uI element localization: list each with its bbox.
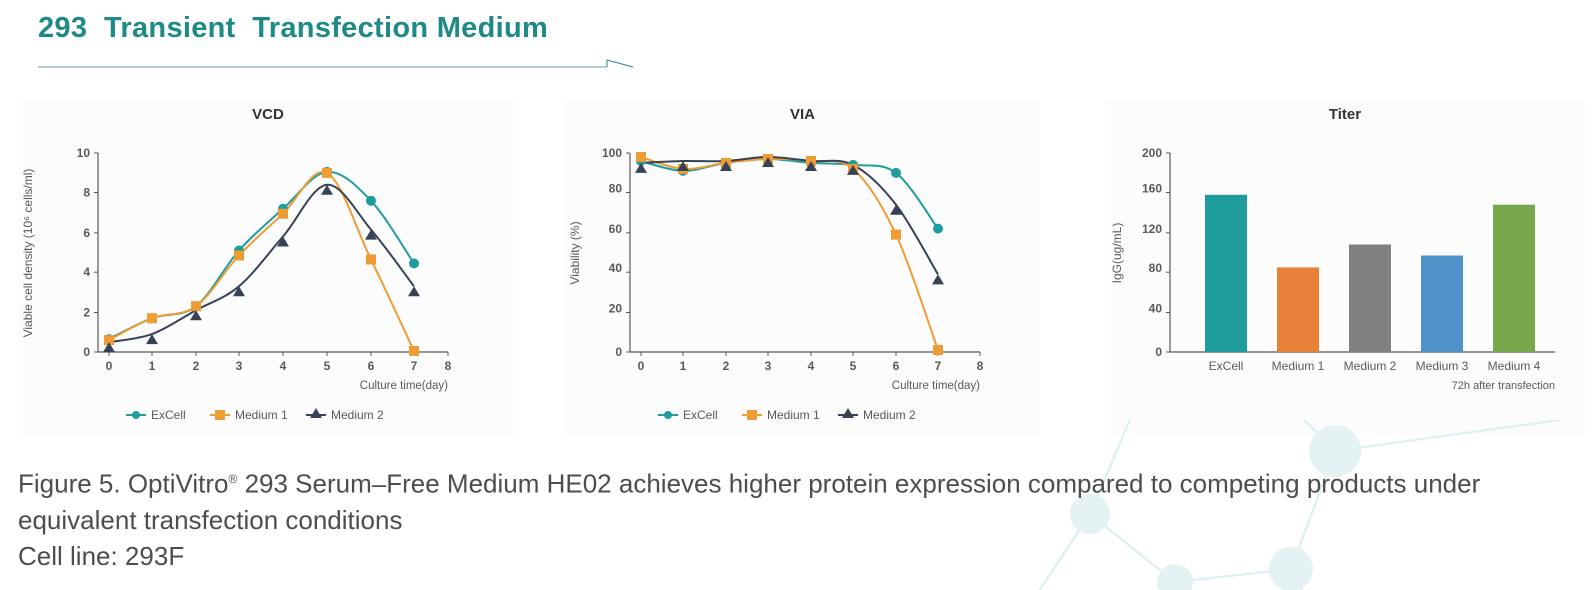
svg-text:40: 40 [1149, 302, 1163, 316]
svg-text:2: 2 [723, 359, 730, 373]
svg-text:60: 60 [609, 222, 623, 236]
svg-text:10: 10 [77, 146, 91, 160]
svg-text:7: 7 [935, 359, 942, 373]
svg-text:72h after transfection: 72h after transfection [1452, 380, 1555, 392]
svg-text:80: 80 [1149, 261, 1163, 275]
svg-text:IgG(ug/mL): IgG(ug/mL) [1110, 223, 1124, 284]
svg-text:Medium 1: Medium 1 [767, 408, 820, 422]
svg-text:Medium 2: Medium 2 [331, 408, 384, 422]
svg-text:Medium 3: Medium 3 [1416, 359, 1469, 373]
svg-text:40: 40 [609, 261, 623, 275]
svg-text:7: 7 [411, 359, 418, 373]
svg-text:ExCell: ExCell [1209, 359, 1244, 373]
svg-text:120: 120 [1142, 222, 1162, 236]
svg-text:Viable cell density (10⁶ cells: Viable cell density (10⁶ cells/ml) [21, 169, 35, 338]
svg-text:3: 3 [236, 359, 243, 373]
svg-text:100: 100 [602, 146, 622, 160]
svg-text:1: 1 [680, 359, 687, 373]
svg-text:2: 2 [193, 359, 200, 373]
svg-text:5: 5 [850, 359, 857, 373]
svg-text:0: 0 [83, 345, 90, 359]
svg-text:Medium 1: Medium 1 [1272, 359, 1325, 373]
svg-text:4: 4 [280, 359, 287, 373]
svg-text:160: 160 [1142, 182, 1162, 196]
svg-text:6: 6 [368, 359, 375, 373]
svg-text:0: 0 [106, 359, 113, 373]
svg-text:0: 0 [638, 359, 645, 373]
svg-text:0: 0 [1155, 345, 1162, 359]
svg-text:8: 8 [445, 359, 452, 373]
svg-text:Medium 1: Medium 1 [235, 408, 288, 422]
svg-text:1: 1 [149, 359, 156, 373]
svg-text:6: 6 [893, 359, 900, 373]
svg-text:Culture time(day): Culture time(day) [360, 380, 448, 392]
svg-text:Medium 4: Medium 4 [1488, 359, 1541, 373]
svg-text:20: 20 [609, 302, 623, 316]
svg-text:ExCell: ExCell [151, 408, 186, 422]
svg-text:ExCell: ExCell [683, 408, 718, 422]
svg-text:4: 4 [83, 265, 90, 279]
svg-text:6: 6 [83, 226, 90, 240]
svg-text:80: 80 [609, 182, 623, 196]
svg-text:Viability (%): Viability (%) [568, 221, 582, 284]
svg-text:8: 8 [83, 186, 90, 200]
svg-text:0: 0 [615, 345, 622, 359]
svg-text:8: 8 [977, 359, 984, 373]
svg-text:Culture time(day): Culture time(day) [892, 380, 980, 392]
svg-text:Medium 2: Medium 2 [1344, 359, 1397, 373]
svg-text:2: 2 [83, 306, 90, 320]
svg-text:200: 200 [1142, 146, 1162, 160]
svg-text:4: 4 [808, 359, 815, 373]
svg-text:3: 3 [765, 359, 772, 373]
svg-text:5: 5 [324, 359, 331, 373]
